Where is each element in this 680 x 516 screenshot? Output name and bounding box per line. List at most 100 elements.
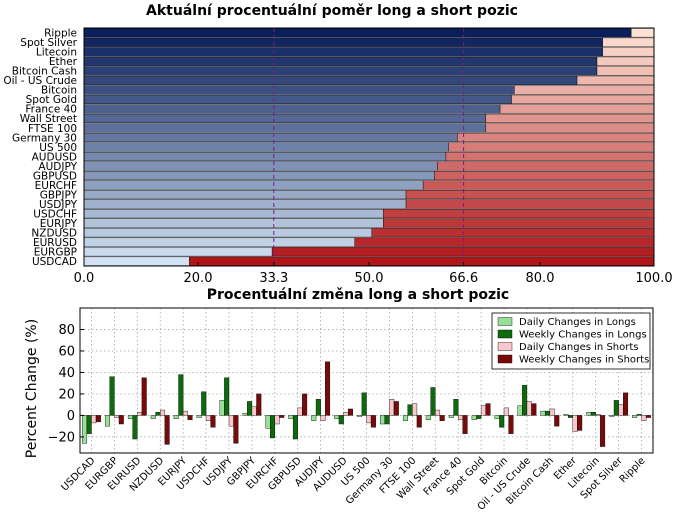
change-bar-s2-10 [320, 415, 326, 421]
change-bar-s3-11 [347, 408, 353, 416]
ratio-chart-title: Aktuální procentuální poměr long a short… [146, 3, 518, 19]
change-bar-s2-4 [182, 410, 188, 416]
change-bar-s1-17 [476, 415, 482, 419]
long-bar-8 [83, 104, 501, 114]
change-bar-s2-13 [389, 399, 395, 416]
long-bar-5 [83, 75, 578, 85]
change-bar-s0-19 [517, 405, 523, 416]
ratio-category-label: GBPUSD [33, 170, 77, 182]
change-chart-category-labels: USDCADEURGBPEURUSDNZDUSDEURJPYUSDCHFUSDJ… [59, 455, 647, 513]
change-bar-s3-24 [645, 415, 651, 418]
change-bar-s0-22 [586, 411, 592, 416]
ratio-category-label: Spot Gold [26, 94, 77, 106]
short-bar-4 [596, 66, 655, 76]
x-tick-label: 80.0 [526, 271, 555, 286]
change-bar-s3-2 [141, 377, 147, 416]
y-tick-label: 0 [67, 409, 75, 424]
change-bar-s1-16 [453, 399, 459, 416]
change-bar-s3-16 [462, 415, 468, 434]
y-tick-label: 40 [58, 366, 75, 381]
ratio-category-label: Bitcoin Cash [12, 66, 77, 78]
x-tick-label: 0.0 [74, 271, 95, 286]
change-bar-s1-22 [590, 411, 596, 416]
change-bar-s0-8 [265, 415, 271, 429]
ratio-category-label: USDJPY [39, 199, 78, 211]
change-chart-y-axis-label: Percent Change (%) [24, 319, 40, 458]
long-bar-14 [83, 161, 438, 171]
ratio-chart-x-ticks: 0.0 20.0 33.3 50.0 66.6 80.0 100.0 [74, 262, 673, 286]
long-bar-24 [83, 256, 190, 266]
y-tick-label: 80 [58, 323, 75, 338]
short-bar-15 [434, 170, 655, 181]
change-bar-s3-13 [393, 401, 399, 416]
ratio-category-label: EURUSD [33, 237, 77, 249]
change-bar-s2-7 [251, 406, 257, 416]
change-bar-s3-7 [256, 393, 262, 416]
change-bar-s1-6 [224, 377, 230, 416]
change-bar-s2-14 [412, 403, 418, 416]
ratio-category-label: EURGBP [34, 247, 77, 259]
change-bar-s2-21 [572, 415, 578, 432]
ratio-category-label: France 40 [25, 104, 77, 116]
ratio-category-label: Ether [49, 56, 78, 68]
change-bar-s3-8 [279, 415, 285, 418]
ratio-category-label: AUDJPY [38, 161, 77, 173]
ratio-category-label: US 500 [39, 142, 77, 154]
change-bar-s0-17 [471, 415, 477, 420]
change-bar-s2-16 [457, 415, 463, 420]
change-bar-s2-6 [228, 415, 234, 427]
legend-swatch-0 [497, 317, 513, 326]
legend-label-0: Daily Changes in Longs [519, 317, 636, 328]
change-chart-title: Procentuální změna long a short pozic [207, 287, 509, 303]
ratio-category-label: GBPJPY [40, 189, 78, 201]
x-tick-label: 33.3 [259, 271, 288, 286]
ratio-category-label: NZDUSD [31, 227, 77, 239]
long-bar-1 [83, 37, 603, 47]
change-bar-s2-3 [160, 409, 166, 416]
change-chart-bars [82, 361, 651, 447]
short-bar-10 [485, 123, 655, 133]
ratio-category-label: EURJPY [40, 218, 78, 230]
change-bar-s1-14 [407, 404, 413, 416]
change-bar-s0-24 [632, 415, 638, 418]
ratio-category-label: FTSE 100 [28, 123, 77, 135]
long-bar-6 [83, 85, 515, 95]
change-bar-s2-1 [114, 415, 120, 418]
long-bar-17 [83, 190, 407, 200]
long-bar-20 [83, 218, 384, 228]
short-bar-13 [445, 151, 655, 162]
change-bar-s0-10 [311, 415, 317, 421]
legend-swatch-2 [497, 342, 513, 351]
change-bar-s3-5 [210, 415, 216, 428]
legend-label-2: Daily Changes in Shorts [519, 342, 639, 353]
ratio-category-label: Wall Street [20, 113, 77, 125]
long-bar-21 [83, 228, 373, 238]
change-bar-s2-9 [297, 407, 303, 416]
change-bar-s3-22 [600, 415, 606, 447]
short-bar-11 [457, 132, 655, 143]
change-bar-s3-1 [118, 415, 124, 425]
ratio-category-label: Oil - US Crude [3, 75, 77, 87]
short-bar-3 [596, 56, 655, 66]
change-bar-s1-24 [636, 414, 642, 416]
short-bar-12 [448, 142, 655, 152]
short-bar-17 [405, 190, 655, 200]
change-bar-s3-20 [554, 415, 560, 427]
change-bar-s2-11 [343, 411, 349, 416]
change-bar-s3-12 [370, 415, 376, 428]
long-bar-2 [83, 47, 603, 57]
long-bar-9 [83, 113, 487, 124]
short-bar-19 [383, 209, 655, 219]
change-bar-s2-2 [137, 411, 143, 416]
change-bar-s0-14 [402, 415, 408, 421]
x-tick-label: 50.0 [355, 271, 384, 286]
short-bar-23 [271, 247, 655, 257]
change-bar-s2-18 [503, 407, 509, 416]
legend-label-3: Weekly Changes in Shorts [519, 355, 649, 366]
change-bar-s1-10 [315, 399, 321, 416]
short-bar-7 [511, 94, 655, 104]
change-bar-s3-21 [577, 415, 583, 431]
change-bar-s0-12 [357, 415, 363, 417]
y-tick-label: 20 [58, 387, 75, 402]
short-bar-18 [405, 199, 655, 209]
